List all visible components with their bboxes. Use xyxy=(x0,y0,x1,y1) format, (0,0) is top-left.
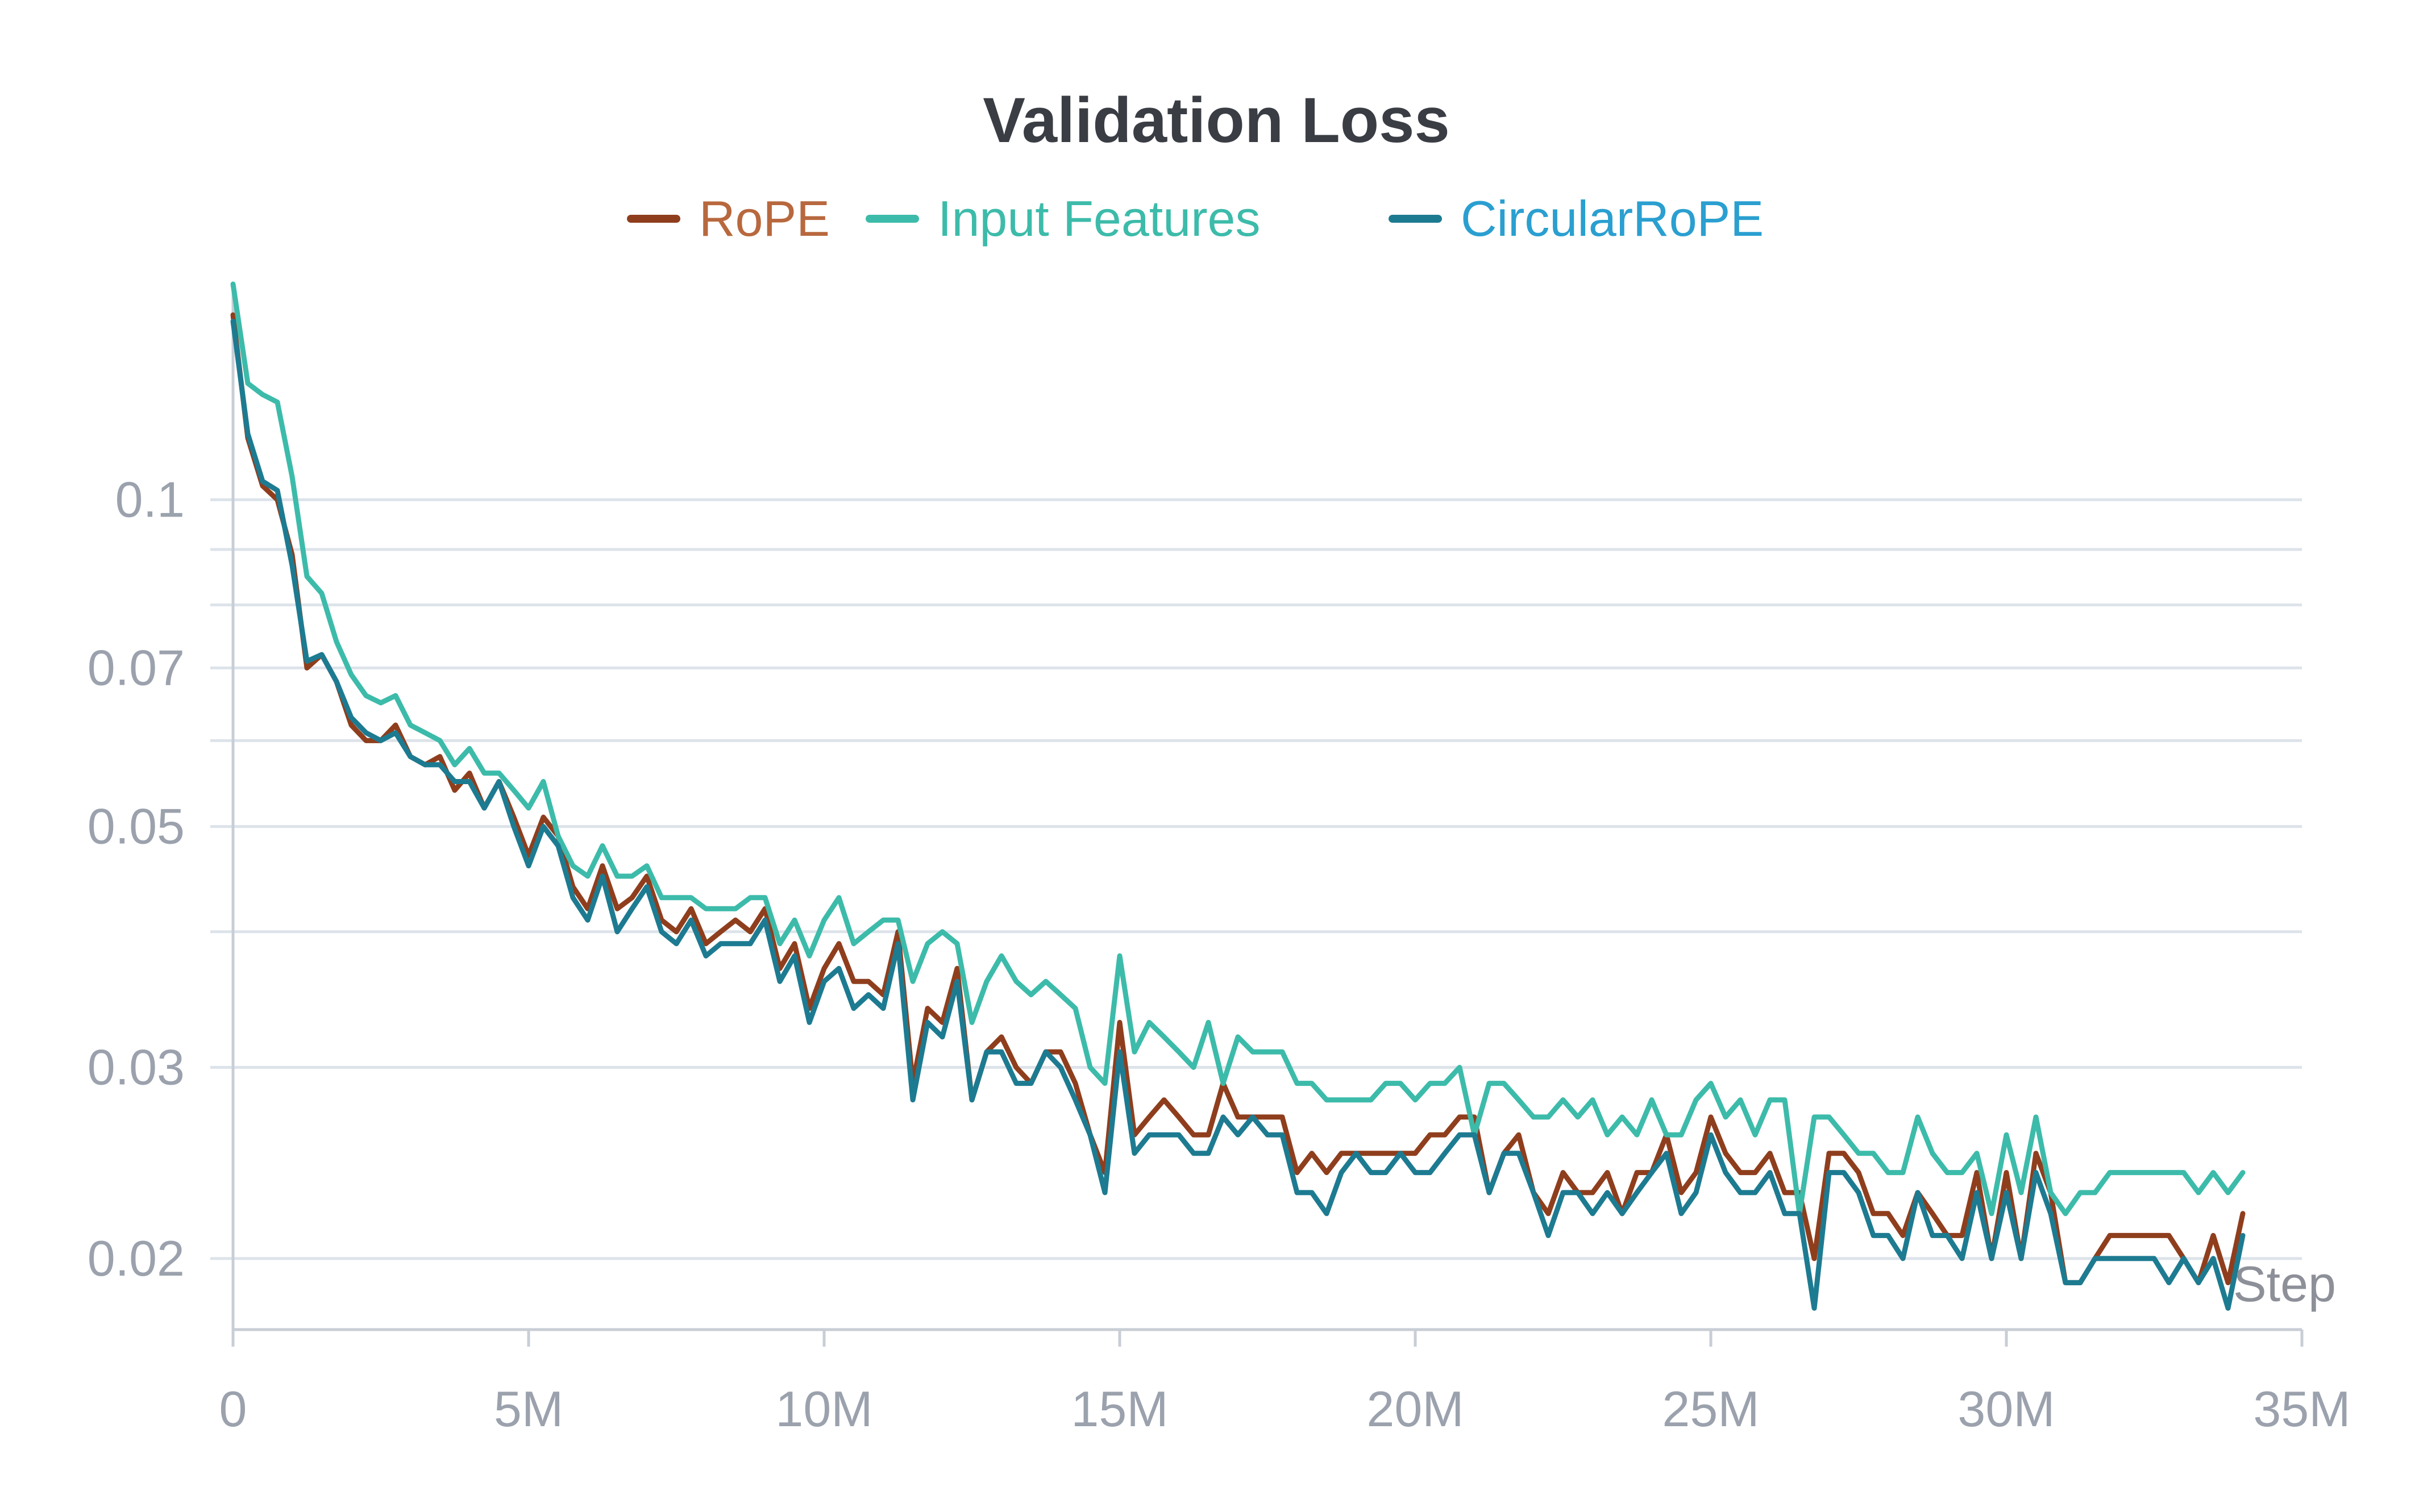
x-tick-label: 15M xyxy=(1071,1381,1168,1437)
x-tick-label: 25M xyxy=(1662,1381,1759,1437)
series-lines xyxy=(230,281,2246,1311)
y-tick-label: 0.07 xyxy=(88,639,185,695)
chart-title: Validation Loss xyxy=(983,85,1450,156)
x-tick-label: 20M xyxy=(1366,1381,1464,1437)
legend: RoPE Input Features CircularRoPE xyxy=(627,190,1764,247)
y-tick-label: 0.1 xyxy=(115,472,185,528)
x-tick-label: 35M xyxy=(2253,1381,2350,1437)
series-line-rope xyxy=(230,312,2246,1285)
x-axis-title: Step xyxy=(2233,1256,2336,1312)
legend-label: CircularRoPE xyxy=(1461,190,1764,247)
x-tick-label: 10M xyxy=(775,1381,872,1437)
y-axis-ticks: 0.02 0.03 0.05 0.07 0.1 xyxy=(88,472,185,1286)
x-tick-label: 30M xyxy=(1957,1381,2055,1437)
y-tick-label: 0.05 xyxy=(88,798,185,855)
x-tick-label: 5M xyxy=(494,1381,563,1437)
legend-item-input-features[interactable]: Input Features xyxy=(866,190,1260,247)
legend-label: RoPE xyxy=(699,190,830,247)
legend-item-circularrope[interactable]: CircularRoPE xyxy=(1389,190,1764,247)
x-axis-ticks: 0 5M 10M 15M 20M 25M 30M 35M xyxy=(219,1330,2351,1437)
legend-item-rope[interactable]: RoPE xyxy=(627,190,830,247)
legend-label: Input Features xyxy=(938,190,1260,247)
series-line-circularrope xyxy=(230,319,2246,1311)
grid-lines xyxy=(210,498,2302,1260)
series-line-input-features xyxy=(230,281,2246,1217)
y-tick-label: 0.02 xyxy=(88,1230,185,1286)
y-tick-label: 0.03 xyxy=(88,1039,185,1095)
axes xyxy=(231,284,2302,1331)
x-tick-label: 0 xyxy=(219,1381,247,1437)
